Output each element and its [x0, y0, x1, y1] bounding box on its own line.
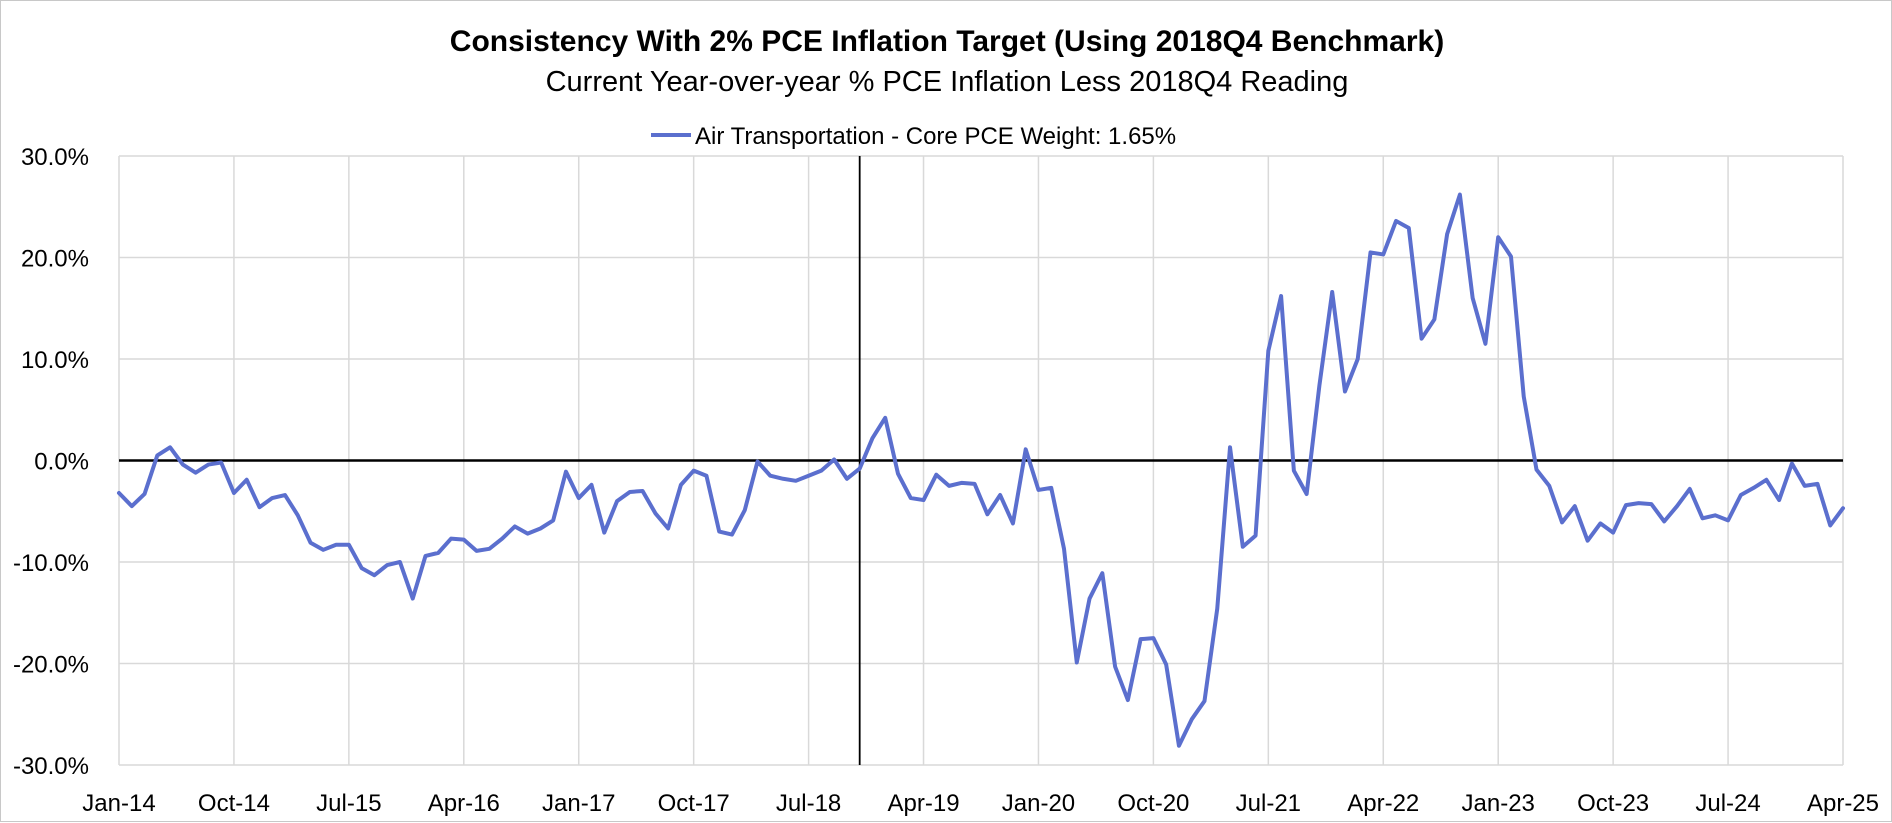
y-tick-label: 30.0% — [21, 144, 89, 171]
y-tick-label: -10.0% — [13, 550, 89, 577]
x-tick-label: Oct-20 — [1117, 790, 1189, 817]
x-axis: Jan-14 Oct-14 Jul-15 Apr-16 Jan-17 Oct-17 Jul-… — [82, 790, 1879, 817]
series-line-air-transportation — [117, 192, 1845, 748]
x-tick-label: Oct-23 — [1577, 790, 1649, 817]
y-tick-label: 0.0% — [34, 449, 89, 476]
x-tick-label: Jul-15 — [316, 790, 381, 817]
x-tick-label: Jan-17 — [542, 790, 615, 817]
x-tick-label: Jan-14 — [82, 790, 155, 817]
y-tick-label: 20.0% — [21, 246, 89, 273]
x-tick-label: Jan-23 — [1462, 790, 1535, 817]
y-axis: 30.0% 20.0% 10.0% 0.0% -10.0% -20.0% -30.0% — [13, 144, 89, 780]
x-tick-label: Apr-25 — [1807, 790, 1879, 817]
x-tick-label: Apr-16 — [428, 790, 500, 817]
x-tick-label: Jan-20 — [1002, 790, 1075, 817]
x-tick-label: Apr-22 — [1347, 790, 1419, 817]
x-tick-label: Oct-17 — [658, 790, 730, 817]
y-tick-label: -30.0% — [13, 753, 89, 780]
y-tick-label: -20.0% — [13, 652, 89, 679]
x-tick-label: Jul-21 — [1236, 790, 1301, 817]
x-tick-label: Oct-14 — [198, 790, 270, 817]
x-tick-label: Apr-19 — [888, 790, 960, 817]
chart-title: Consistency With 2% PCE Inflation Target… — [450, 25, 1444, 58]
x-tick-label: Jul-24 — [1695, 790, 1760, 817]
legend: Air Transportation - Core PCE Weight: 1.… — [651, 123, 1176, 150]
x-tick-label: Jul-18 — [776, 790, 841, 817]
y-tick-label: 10.0% — [21, 347, 89, 374]
chart-subtitle: Current Year-over-year % PCE Inflation L… — [546, 66, 1349, 98]
legend-label: Air Transportation - Core PCE Weight: 1.… — [695, 123, 1176, 150]
